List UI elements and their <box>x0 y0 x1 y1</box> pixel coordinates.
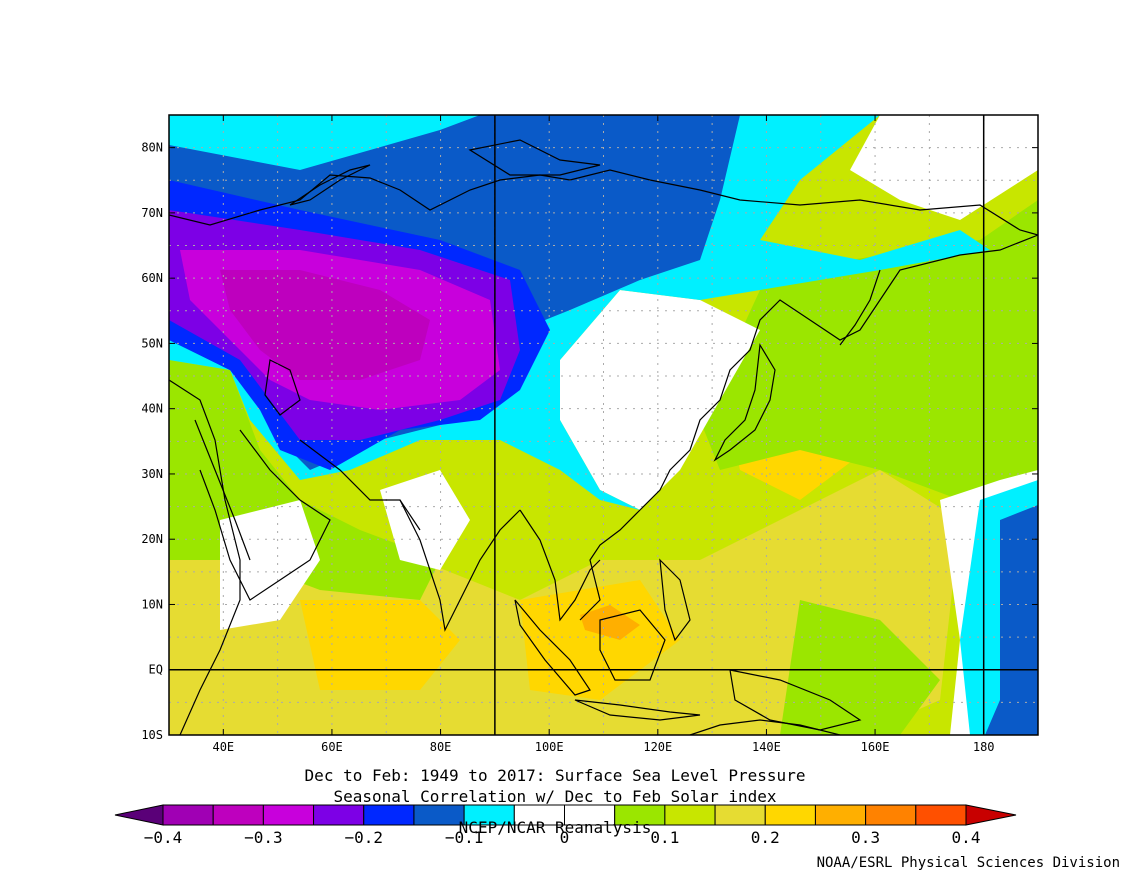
lat-tick-label: 50N <box>141 336 163 350</box>
lon-tick-label: 160E <box>861 740 890 754</box>
contour-white-arctic <box>850 115 1038 220</box>
contour-white-india <box>380 470 470 570</box>
coast-pacific-russia <box>579 234 1038 621</box>
coast-caspian <box>264 359 301 416</box>
coast-philippines <box>659 558 691 642</box>
lon-tick-label: 140E <box>752 740 781 754</box>
colorbar-labels: −0.4 −0.3 −0.2 −0.1 0 0.1 0.2 0.3 0.4 <box>144 828 981 847</box>
axis-ticks <box>169 115 1038 736</box>
lat-tick-label: 30N <box>141 467 163 481</box>
colorbar-label: 0.4 <box>952 828 981 847</box>
coast-new-guinea <box>729 669 862 731</box>
colorbar-arrow-high <box>965 804 1017 826</box>
coast-java <box>574 699 701 721</box>
plot-frame <box>168 114 1039 736</box>
contour-fill <box>169 115 1038 735</box>
lon-tick-label: 100E <box>535 740 564 754</box>
title-line-1: Dec to Feb: 1949 to 2017: Surface Sea Le… <box>304 766 806 785</box>
lon-tick-label: 40E <box>212 740 234 754</box>
colorbar-label: 0.1 <box>650 828 679 847</box>
axis-labels: 40E 60E 80E 100E 120E 140E 160E 180 80N 70N 60N 50N… <box>141 141 994 754</box>
lon-tick-label: 60E <box>321 740 343 754</box>
contour-green-pacific-south <box>780 600 940 735</box>
coast-persia <box>299 439 421 531</box>
contour-gold-indian <box>300 600 460 690</box>
lon-tick-label: 120E <box>643 740 672 754</box>
coast-india <box>399 499 521 632</box>
contour-orange-maritime <box>580 605 640 640</box>
colorbar-label: 0 <box>560 828 570 847</box>
colorbar <box>114 804 1017 826</box>
colorbar-label: −0.4 <box>144 828 183 847</box>
coast-taymyr <box>468 139 601 176</box>
coast-novaya-zemlya <box>289 164 371 206</box>
lat-tick-label: 70N <box>141 206 163 220</box>
coast-africa <box>169 379 241 735</box>
lon-tick-label: 180 <box>973 740 995 754</box>
lat-tick-label: EQ <box>149 663 163 677</box>
coast-red-sea <box>194 419 251 561</box>
contour-white-arabia <box>220 500 320 630</box>
title-line-2: Seasonal Correlation w/ Dec to Feb Solar… <box>333 787 777 806</box>
coast-arabia <box>199 429 331 601</box>
colorbar-label: −0.3 <box>244 828 283 847</box>
contour-white-china <box>560 290 760 510</box>
contour-purple-core <box>220 270 430 380</box>
title-line-3: NCEP/NCAR Reanalysis <box>458 818 652 837</box>
credit-text: NOAA/ESRL Physical Sciences Division <box>816 855 1120 871</box>
coast-borneo <box>599 609 666 681</box>
contour-green-east <box>700 200 1038 500</box>
coast-arctic <box>169 169 1038 236</box>
lon-tick-label: 80E <box>430 740 452 754</box>
coast-australia <box>689 719 841 735</box>
coast-sumatra <box>514 599 591 696</box>
colorbar-label: 0.3 <box>851 828 880 847</box>
coast-japan <box>713 343 776 462</box>
reference-lines <box>169 115 1038 735</box>
lat-tick-label: 10S <box>141 728 163 742</box>
lat-tick-label: 20N <box>141 532 163 546</box>
colorbar-label: −0.2 <box>344 828 383 847</box>
lat-tick-label: 80N <box>141 141 163 155</box>
coastlines <box>169 139 1038 735</box>
contour-blue-pacific <box>985 505 1038 735</box>
lat-tick-label: 60N <box>141 271 163 285</box>
coast-kamchatka <box>839 269 881 346</box>
coast-indochina <box>519 509 601 622</box>
colorbar-label: −0.1 <box>445 828 484 847</box>
lat-tick-label: 40N <box>141 402 163 416</box>
colorbar-label: 0.2 <box>751 828 780 847</box>
lat-tick-label: 10N <box>141 597 163 611</box>
